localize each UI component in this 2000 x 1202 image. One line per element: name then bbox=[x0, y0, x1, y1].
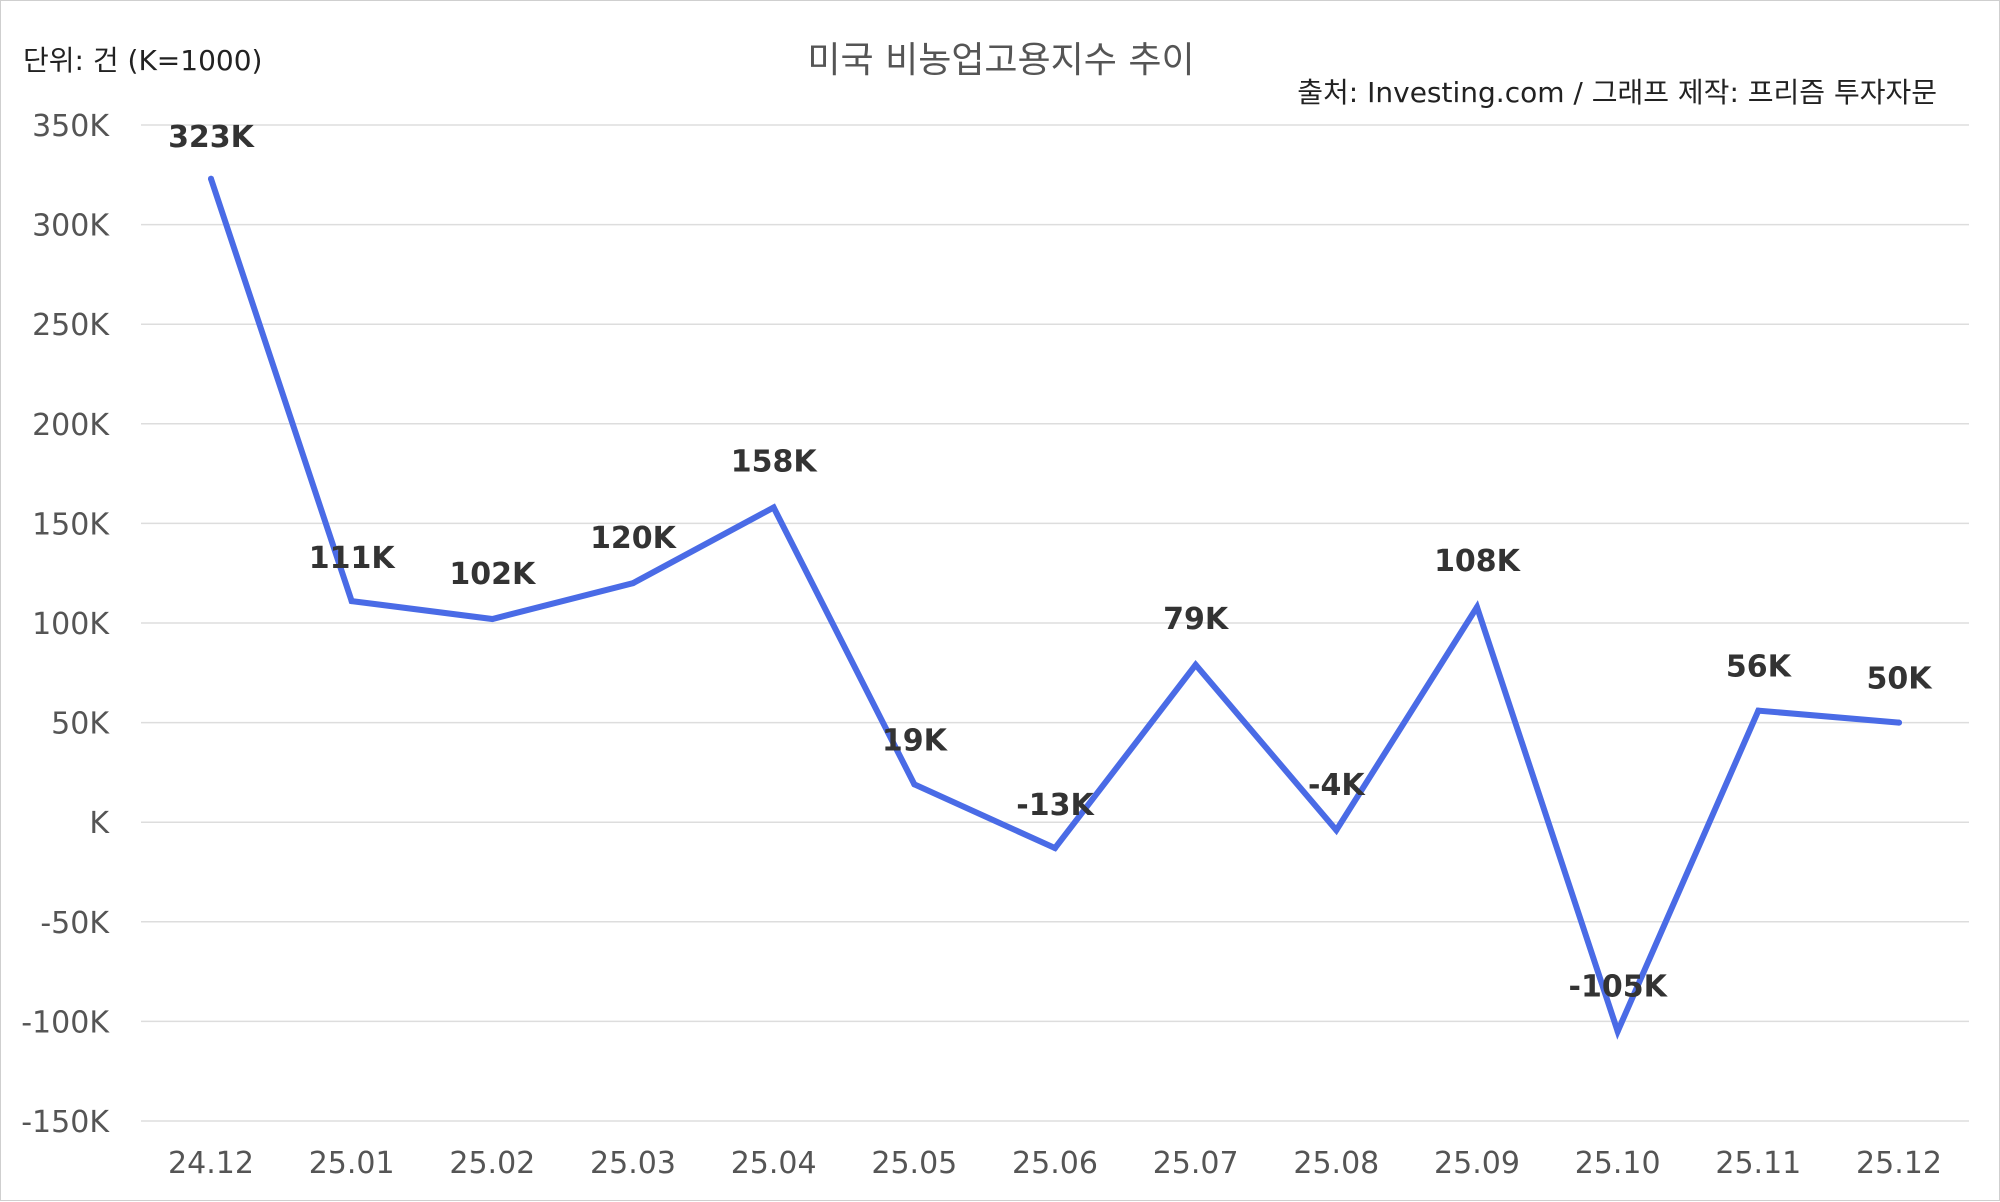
data-point bbox=[489, 616, 496, 623]
y-tick-label: 300K bbox=[32, 209, 110, 244]
data-point bbox=[1192, 661, 1199, 668]
data-point bbox=[208, 175, 214, 182]
y-tick-label: K bbox=[89, 806, 110, 841]
data-point bbox=[1052, 845, 1058, 852]
data-label: 102K bbox=[449, 557, 537, 592]
x-tick-label: 25.10 bbox=[1575, 1146, 1661, 1181]
data-point bbox=[911, 781, 918, 788]
data-point bbox=[1474, 604, 1480, 611]
y-tick-label: -50K bbox=[40, 906, 110, 941]
data-label: -105K bbox=[1569, 969, 1669, 1004]
x-tick-label: 25.07 bbox=[1153, 1146, 1239, 1181]
x-tick-label: 25.06 bbox=[1012, 1146, 1098, 1181]
y-tick-label: 50K bbox=[51, 707, 110, 742]
series-layer bbox=[208, 175, 1902, 1040]
gridlines bbox=[141, 124, 1969, 1122]
data-label: -13K bbox=[1016, 788, 1095, 823]
data-label: 19K bbox=[882, 723, 949, 758]
x-tick-label: 25.03 bbox=[590, 1146, 676, 1181]
source-label: 출처: Investing.com / 그래프 제작: 프리즘 투자자문 bbox=[1297, 76, 1937, 109]
data-point bbox=[630, 580, 636, 587]
data-point bbox=[770, 504, 777, 511]
x-tick-label: 25.08 bbox=[1293, 1146, 1379, 1181]
data-label: 158K bbox=[731, 444, 819, 479]
x-tick-label: 24.12 bbox=[168, 1146, 254, 1181]
data-point bbox=[1614, 1028, 1621, 1035]
x-tick-label: 25.05 bbox=[871, 1146, 957, 1181]
y-tick-label: 350K bbox=[32, 109, 110, 144]
series-line bbox=[208, 175, 1902, 1040]
x-tick-label: 25.01 bbox=[309, 1146, 395, 1181]
x-tick-label: 25.11 bbox=[1715, 1146, 1801, 1181]
data-label: 111K bbox=[309, 541, 397, 576]
data-label: 120K bbox=[590, 521, 678, 556]
y-tick-label: 200K bbox=[32, 408, 110, 443]
data-label: 79K bbox=[1163, 602, 1230, 637]
data-label: 323K bbox=[168, 120, 256, 155]
x-tick-label: 25.02 bbox=[449, 1146, 535, 1181]
x-tick-label: 25.04 bbox=[731, 1146, 817, 1181]
data-label: -4K bbox=[1308, 768, 1366, 803]
x-tick-label: 25.12 bbox=[1856, 1146, 1942, 1181]
data-point bbox=[1896, 719, 1902, 726]
data-point bbox=[1333, 827, 1340, 834]
x-tick-label: 25.09 bbox=[1434, 1146, 1520, 1181]
data-labels: 323K 111K 102K 120K 158K 19K -13K 79K -4K 108K -10… bbox=[168, 120, 1933, 1005]
y-tick-label: 250K bbox=[32, 308, 110, 343]
y-tick-label: -150K bbox=[21, 1105, 110, 1140]
y-axis: 350K 300K 250K 200K 150K 100K 50K K -50K -100K -15… bbox=[21, 109, 110, 1140]
x-axis: 24.12 25.01 25.02 25.03 25.04 25.05 25.06 25.07… bbox=[168, 1146, 1942, 1181]
y-tick-label: -100K bbox=[21, 1005, 110, 1040]
unit-label: 단위: 건 (K=1000) bbox=[23, 44, 263, 77]
y-tick-label: 100K bbox=[32, 607, 110, 642]
data-label: 50K bbox=[1867, 662, 1934, 697]
chart-title: 미국 비농업고용지수 추이 bbox=[807, 40, 1195, 81]
y-tick-label: 150K bbox=[32, 507, 110, 542]
data-point bbox=[348, 598, 355, 605]
data-label: 56K bbox=[1726, 650, 1793, 685]
data-label: 108K bbox=[1434, 544, 1522, 579]
data-point bbox=[1755, 707, 1762, 714]
